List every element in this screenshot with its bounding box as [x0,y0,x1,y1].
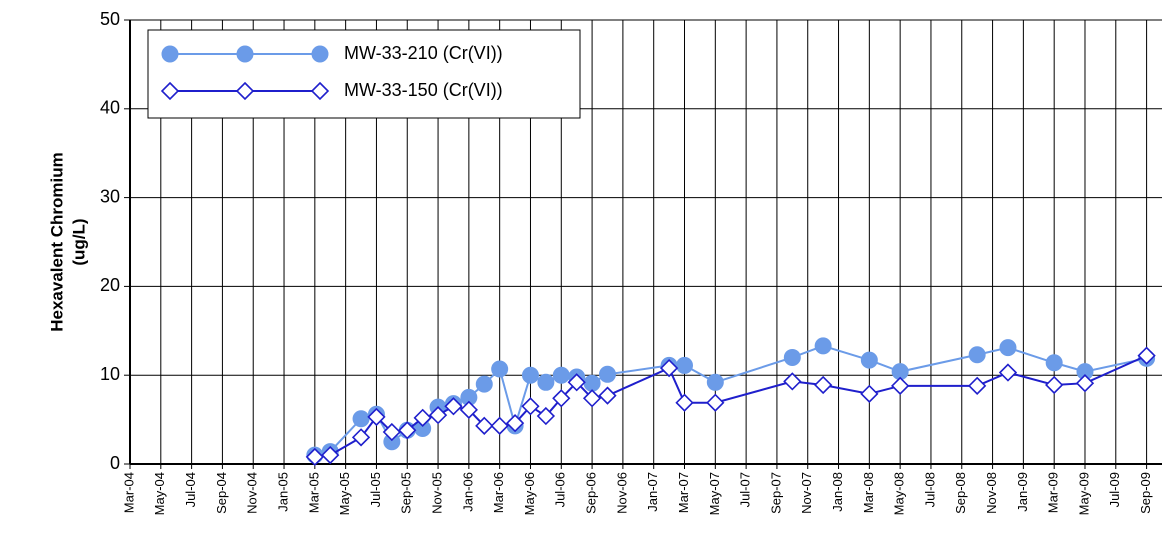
marker [598,365,616,383]
marker [536,406,556,426]
legend-label: MW-33-210 (Cr(VI)) [344,43,503,63]
x-tick-label: May-09 [1076,472,1091,515]
marker [367,407,386,427]
marker [783,372,802,391]
x-tick-label: Sep-09 [1138,472,1153,514]
legend-label: MW-33-150 (Cr(VI)) [344,80,503,100]
x-tick-label: Sep-06 [584,472,599,514]
marker [999,339,1017,357]
x-tick-label: Nov-05 [429,472,444,514]
marker [521,366,539,384]
marker [860,351,878,369]
marker [891,376,910,395]
marker [321,445,340,465]
marker [428,406,448,425]
legend-marker [160,81,180,101]
marker [382,422,401,442]
marker [706,393,725,412]
x-tick-label: Mar-05 [306,472,321,513]
x-tick-label: Jul-05 [368,472,383,507]
marker [814,375,833,395]
marker [398,421,417,440]
marker [475,416,494,435]
marker [1045,375,1064,395]
x-tick-label: Sep-05 [399,472,414,514]
marker [814,337,832,355]
marker [537,373,555,391]
marker [552,366,570,384]
x-tick-label: Jul-07 [738,472,753,507]
x-tick-label: Mar-09 [1046,472,1061,513]
legend-marker [236,45,254,63]
x-tick-label: Jan-07 [645,472,660,512]
x-tick-label: Nov-04 [245,472,260,514]
marker [475,375,493,393]
legend-marker [161,45,179,63]
x-tick-label: Jul-08 [922,472,937,507]
y-tick-label: 0 [110,453,120,473]
legend-box [147,29,581,119]
x-tick-label: Jan-06 [460,472,475,512]
y-axis-label: (ug/L) [69,218,88,265]
x-tick-label: May-07 [707,472,722,515]
x-tick-label: May-06 [522,472,537,515]
y-tick-label: 10 [100,364,120,384]
x-tick-label: Mar-04 [121,472,136,513]
x-tick-label: May-04 [152,472,167,515]
marker [1075,374,1095,393]
marker [305,447,324,467]
marker [352,410,370,428]
y-tick-label: 40 [100,98,120,118]
marker [968,346,986,364]
marker [567,373,586,392]
marker [675,393,694,412]
marker [582,389,602,408]
marker [552,389,571,408]
marker [860,384,879,403]
y-tick-label: 50 [100,9,120,29]
x-tick-label: May-08 [892,472,907,515]
x-tick-label: Jul-04 [183,472,198,507]
marker [783,348,801,366]
marker [491,360,509,378]
marker [490,416,509,435]
x-tick-label: May-05 [337,472,352,515]
marker [598,386,617,405]
legend-marker [235,81,255,101]
x-tick-label: Jan-05 [275,472,290,512]
x-tick-label: Sep-08 [953,472,968,514]
marker [351,428,371,447]
marker [521,397,540,416]
x-tick-label: Sep-04 [214,472,229,514]
marker [505,414,525,433]
y-tick-label: 30 [100,186,120,206]
x-tick-label: Nov-07 [799,472,814,514]
x-tick-label: Mar-08 [861,472,876,513]
y-axis-label: Hexavalent Chromium [47,152,66,332]
marker [459,400,478,419]
marker [1045,354,1063,372]
legend-marker [311,45,329,63]
marker [413,408,432,427]
marker [676,356,694,374]
marker [583,374,601,392]
x-tick-label: Mar-06 [491,472,506,513]
y-tick-label: 20 [100,275,120,295]
x-tick-label: Jan-09 [1015,472,1030,512]
x-tick-label: Jan-08 [830,472,845,512]
x-tick-label: Mar-07 [676,472,691,513]
x-tick-label: Jul-06 [553,472,568,507]
marker [1137,346,1156,365]
marker [968,376,987,395]
marker [998,363,1018,382]
marker [444,397,463,416]
x-tick-label: Nov-06 [614,472,629,514]
x-tick-label: Jul-09 [1107,472,1122,507]
x-tick-label: Nov-08 [984,472,999,514]
marker [706,373,724,391]
legend-marker [310,81,330,101]
marker [659,358,679,378]
x-tick-label: Sep-07 [768,472,783,514]
